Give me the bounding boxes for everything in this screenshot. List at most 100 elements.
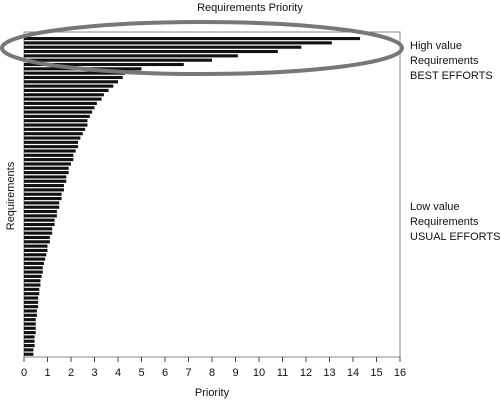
bar bbox=[24, 257, 46, 261]
bar bbox=[24, 37, 361, 41]
bar bbox=[24, 162, 71, 166]
bar bbox=[24, 344, 35, 348]
annotation-line: USUAL EFFORTS bbox=[410, 231, 500, 243]
bar bbox=[24, 287, 40, 291]
x-tick-label: 15 bbox=[370, 367, 382, 379]
bar bbox=[24, 352, 34, 356]
bar bbox=[24, 313, 37, 317]
bar bbox=[24, 149, 76, 153]
bar bbox=[24, 110, 93, 114]
bar bbox=[24, 335, 35, 339]
bar bbox=[24, 192, 62, 196]
x-tick-label: 13 bbox=[323, 367, 335, 379]
x-tick-label: 3 bbox=[91, 367, 97, 379]
x-tick-label: 10 bbox=[253, 367, 265, 379]
annotation-line: Requirements bbox=[410, 216, 479, 228]
bar bbox=[24, 45, 302, 49]
bar bbox=[24, 184, 64, 188]
bar bbox=[24, 322, 36, 326]
bar bbox=[24, 93, 104, 97]
x-tick-label: 7 bbox=[185, 367, 191, 379]
bar bbox=[24, 49, 278, 54]
bar bbox=[24, 300, 39, 304]
bar bbox=[24, 240, 50, 244]
bar bbox=[24, 209, 57, 214]
bar bbox=[24, 140, 79, 144]
bar bbox=[24, 132, 83, 136]
bar bbox=[24, 88, 109, 92]
bar bbox=[24, 292, 40, 296]
x-tick-label: 0 bbox=[21, 367, 27, 379]
bar bbox=[24, 179, 67, 183]
x-axis-ticks: 0 1 2 3 4 5 6 7 8 9 10 11 12 13 14 15 16 bbox=[21, 357, 406, 379]
bar bbox=[24, 197, 62, 201]
bar bbox=[24, 339, 35, 343]
x-tick-label: 2 bbox=[68, 367, 74, 379]
bar bbox=[24, 71, 126, 75]
x-tick-label: 12 bbox=[300, 367, 312, 379]
bar bbox=[24, 222, 55, 227]
bar bbox=[24, 41, 332, 45]
bar bbox=[24, 114, 90, 118]
bar bbox=[24, 244, 48, 248]
bar bbox=[24, 283, 41, 287]
x-tick-label: 6 bbox=[162, 367, 168, 379]
bar bbox=[24, 309, 37, 313]
y-axis-label: Requirements bbox=[5, 161, 17, 231]
bar bbox=[24, 171, 69, 175]
bar bbox=[24, 97, 102, 101]
bar bbox=[24, 279, 41, 283]
annotation-line: BEST EFFORTS bbox=[410, 70, 493, 82]
x-tick-label: 4 bbox=[115, 367, 121, 379]
bar bbox=[24, 253, 47, 257]
bar bbox=[24, 201, 60, 205]
bar bbox=[24, 326, 36, 330]
bar bbox=[24, 218, 55, 222]
bar bbox=[24, 75, 123, 80]
bar bbox=[24, 123, 88, 127]
bar bbox=[24, 175, 67, 179]
bars bbox=[24, 37, 361, 356]
annotation-line: Low value bbox=[410, 201, 460, 213]
bar bbox=[24, 119, 88, 123]
x-axis-label: Priority bbox=[194, 387, 230, 399]
low-value-annotation: Low value Requirements USUAL EFFORTS bbox=[410, 200, 500, 245]
bar bbox=[24, 145, 79, 149]
x-tick-label: 9 bbox=[232, 367, 238, 379]
high-value-annotation: High value Requirements BEST EFFORTS bbox=[410, 39, 493, 84]
bar bbox=[24, 80, 118, 84]
x-tick-label: 1 bbox=[44, 367, 50, 379]
x-tick-label: 16 bbox=[394, 367, 406, 379]
bar bbox=[24, 305, 39, 309]
x-tick-label: 5 bbox=[138, 367, 144, 379]
bar bbox=[24, 227, 53, 231]
bar bbox=[24, 136, 81, 140]
x-tick-label: 11 bbox=[277, 367, 288, 379]
bar bbox=[24, 296, 39, 300]
bar bbox=[24, 153, 74, 157]
x-tick-label: 8 bbox=[209, 367, 215, 379]
bar bbox=[24, 318, 36, 322]
bar bbox=[24, 205, 60, 209]
bar bbox=[24, 166, 69, 170]
bar bbox=[24, 54, 238, 58]
bar bbox=[24, 231, 53, 235]
bar bbox=[24, 158, 74, 162]
bar bbox=[24, 62, 184, 67]
bar bbox=[24, 127, 86, 131]
annotation-line: Requirements bbox=[410, 55, 479, 67]
annotation-line: High value bbox=[410, 40, 462, 52]
bar bbox=[24, 266, 43, 270]
bar bbox=[24, 106, 95, 110]
bar bbox=[24, 248, 48, 252]
bar bbox=[24, 348, 34, 352]
high-value-highlight-ellipse bbox=[0, 20, 404, 76]
bar bbox=[24, 188, 64, 192]
chart-title: Requirements Priority bbox=[197, 2, 303, 14]
bar bbox=[24, 58, 212, 62]
bar bbox=[24, 101, 97, 105]
bar bbox=[24, 214, 57, 218]
x-tick-label: 14 bbox=[347, 367, 359, 379]
bar bbox=[24, 331, 36, 335]
